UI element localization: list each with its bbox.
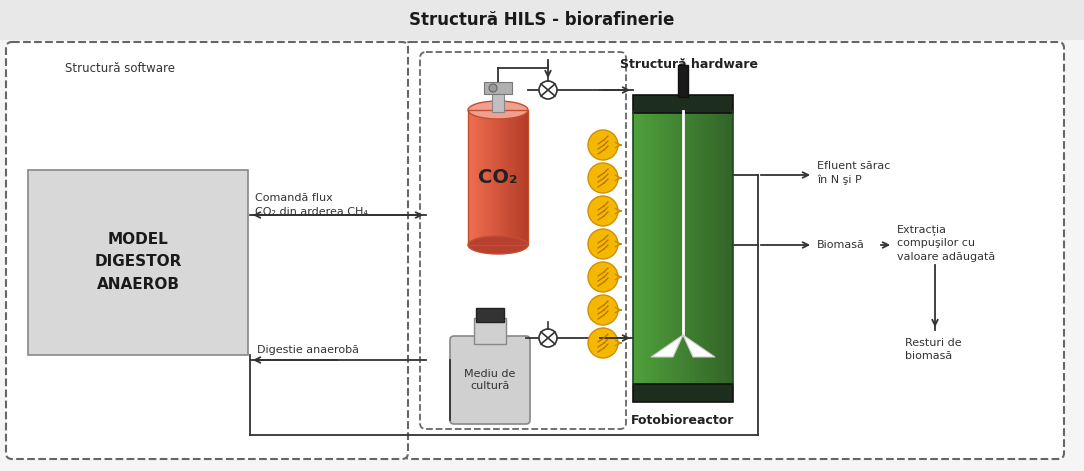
FancyBboxPatch shape (7, 42, 408, 459)
Text: Structură hardware: Structură hardware (620, 58, 758, 72)
Text: Structură software: Structură software (65, 62, 175, 74)
Text: Structură HILS - biorafinerie: Structură HILS - biorafinerie (410, 11, 674, 29)
Circle shape (588, 163, 618, 193)
Circle shape (588, 328, 618, 358)
Ellipse shape (468, 101, 528, 119)
Bar (633, 95, 733, 113)
Polygon shape (651, 335, 683, 357)
Circle shape (539, 81, 557, 99)
Text: Digestie anaerobă: Digestie anaerobă (257, 345, 359, 355)
Circle shape (588, 229, 618, 259)
Text: Resturi de
biomasă: Resturi de biomasă (905, 338, 962, 361)
Text: Mediu de
cultură: Mediu de cultură (464, 369, 516, 391)
Text: Extracția
compuşilor cu
valoare adăugată: Extracția compuşilor cu valoare adăugată (896, 224, 995, 261)
Circle shape (588, 130, 618, 160)
Circle shape (588, 295, 618, 325)
Polygon shape (683, 335, 715, 357)
Circle shape (539, 329, 557, 347)
Bar (492, 90, 504, 112)
Text: Fotobioreactor: Fotobioreactor (631, 414, 735, 427)
FancyBboxPatch shape (450, 336, 530, 424)
Bar (468, 110, 528, 245)
Text: Biomasă: Biomasă (817, 240, 865, 250)
Bar (0, 0, 1084, 40)
Circle shape (489, 84, 496, 92)
Bar (28, 170, 248, 355)
Text: Comandă flux
CO₂ din arderea CH₄: Comandă flux CO₂ din arderea CH₄ (255, 193, 367, 217)
Bar (678, 65, 688, 97)
Text: Efluent sărac
în N şi P: Efluent sărac în N şi P (817, 161, 890, 185)
Circle shape (588, 262, 618, 292)
Ellipse shape (468, 236, 528, 254)
Text: CO₂: CO₂ (478, 168, 518, 187)
FancyBboxPatch shape (404, 42, 1064, 459)
Bar (483, 82, 512, 94)
Text: MODEL
DIGESTOR
ANAEROB: MODEL DIGESTOR ANAEROB (94, 232, 182, 292)
Bar (633, 384, 733, 402)
Circle shape (588, 196, 618, 226)
Bar (476, 308, 504, 322)
Bar (474, 318, 506, 344)
